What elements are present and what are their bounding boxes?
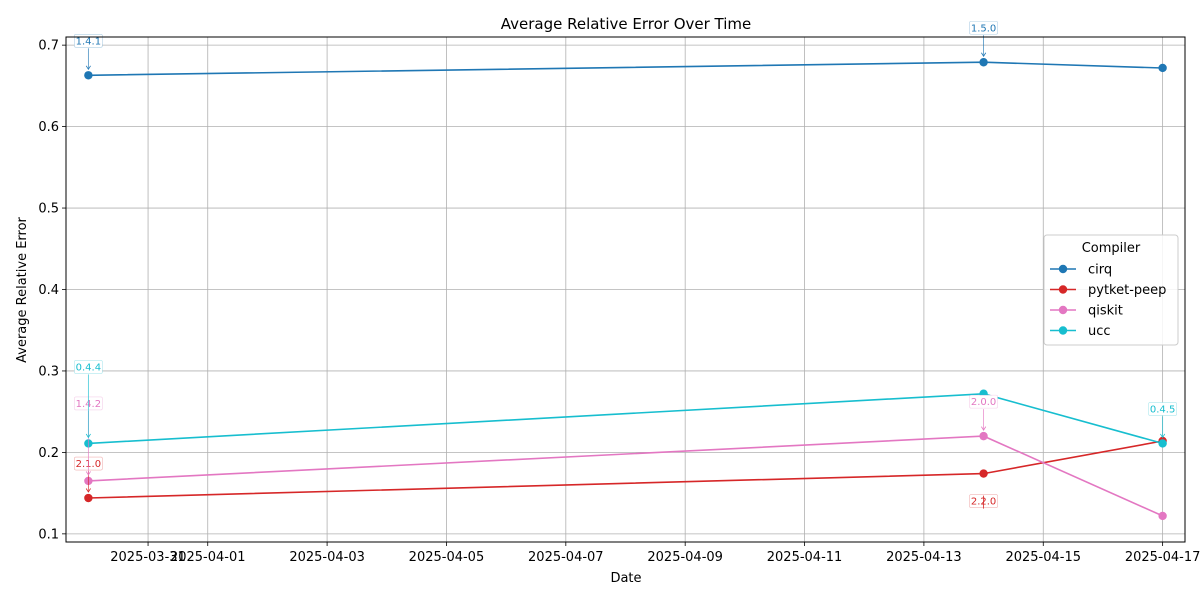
x-tick-label: 2025-04-03	[289, 550, 365, 565]
version-annotation: 2.0.0	[969, 394, 998, 431]
data-point	[84, 71, 93, 80]
legend-swatch-marker	[1058, 285, 1068, 294]
grid	[66, 37, 1185, 542]
data-point	[1158, 63, 1167, 73]
x-axis-label: Date	[610, 571, 641, 586]
x-tick-label: 2025-04-05	[409, 550, 485, 565]
data-point	[979, 58, 988, 67]
y-tick-label: 0.5	[38, 202, 59, 217]
legend-box	[1043, 234, 1179, 346]
series-line	[88, 440, 1163, 499]
annotation-box	[969, 20, 998, 35]
version-annotation: 2.2.0	[969, 494, 998, 509]
annotation-arrowhead	[85, 471, 91, 476]
annotation-arrowhead	[981, 52, 987, 58]
version-annotation: 1.5.0	[969, 20, 998, 58]
legend-swatch-marker	[1058, 264, 1068, 274]
series-qiskit	[84, 431, 1167, 521]
x-tick-label: 2025-04-17	[1125, 550, 1200, 565]
data-point	[1158, 439, 1167, 448]
annotation-label: 2.0.0	[971, 397, 996, 408]
legend-label: qiskit	[1088, 304, 1123, 319]
annotation-arrowhead	[1160, 433, 1166, 439]
y-axis: 0.1 0.2 0.3 0.4 0.5 0.6 0.7	[38, 39, 66, 542]
legend-label: cirq	[1088, 263, 1112, 278]
annotation-arrowhead	[85, 65, 91, 71]
series-line	[88, 61, 1163, 77]
annotation-box	[74, 33, 103, 48]
annotation-arrowhead	[981, 426, 987, 431]
legend: Compiler cirq pytket-peep qiskit ucc	[1043, 234, 1179, 346]
legend-label: pytket-peep	[1088, 283, 1166, 298]
x-tick-label: 2025-04-09	[647, 550, 723, 565]
annotation-arrowhead	[85, 488, 91, 493]
y-tick-label: 0.1	[38, 527, 59, 542]
y-axis-label: Average Relative Error	[15, 216, 30, 362]
y-tick-label: 0.3	[38, 364, 59, 379]
data-point	[84, 493, 93, 503]
x-tick-label: 2025-04-07	[528, 550, 604, 565]
legend-item: pytket-peep	[1050, 283, 1166, 298]
legend-label: ucc	[1088, 324, 1111, 339]
y-tick-label: 0.2	[38, 446, 59, 461]
legend-title: Compiler	[1082, 241, 1141, 256]
legend-item: qiskit	[1050, 304, 1123, 319]
data-point	[979, 431, 988, 441]
x-tick-label: 2025-03-31	[110, 550, 186, 565]
y-tick-label: 0.4	[38, 283, 59, 298]
annotation-label: 0.4.4	[76, 362, 101, 373]
annotation-layer: 1.4.11.5.02.1.02.2.01.4.2 2.0.00.4.40.4.5	[74, 20, 1177, 509]
annotation-label: 1.5.0	[971, 23, 996, 34]
series-pytket-peep	[84, 436, 1167, 503]
x-tick-label: 2025-04-13	[886, 550, 962, 565]
annotation-arrowhead	[85, 433, 91, 439]
version-annotation: 1.4.1	[74, 33, 103, 71]
x-tick-label: 2025-04-01	[170, 550, 246, 565]
annotation-box	[1148, 402, 1177, 416]
annotation-label: 0.4.5	[1150, 404, 1175, 415]
x-tick-label: 2025-04-15	[1005, 550, 1081, 565]
annotation-label: 1.4.1	[76, 36, 101, 47]
legend-item: ucc	[1050, 324, 1111, 339]
annotation-box	[74, 360, 103, 374]
x-tick-label: 2025-04-11	[767, 550, 843, 565]
series-line	[88, 435, 1163, 517]
annotation-box	[969, 394, 998, 409]
series-cirq	[84, 58, 1167, 80]
y-tick-label: 0.7	[38, 39, 59, 54]
version-annotation: 0.4.5	[1148, 402, 1177, 439]
chart-title: Average Relative Error Over Time	[501, 15, 752, 33]
legend-swatch-marker	[1058, 305, 1068, 315]
y-tick-label: 0.6	[38, 120, 59, 135]
series-line	[88, 392, 1163, 445]
series-ucc	[84, 389, 1167, 448]
series-layer	[84, 58, 1167, 521]
data-point	[979, 469, 988, 478]
legend-item: cirq	[1050, 263, 1112, 278]
legend-swatch-marker	[1058, 326, 1068, 335]
version-annotation: 0.4.4	[74, 360, 103, 439]
data-point	[1158, 511, 1167, 521]
